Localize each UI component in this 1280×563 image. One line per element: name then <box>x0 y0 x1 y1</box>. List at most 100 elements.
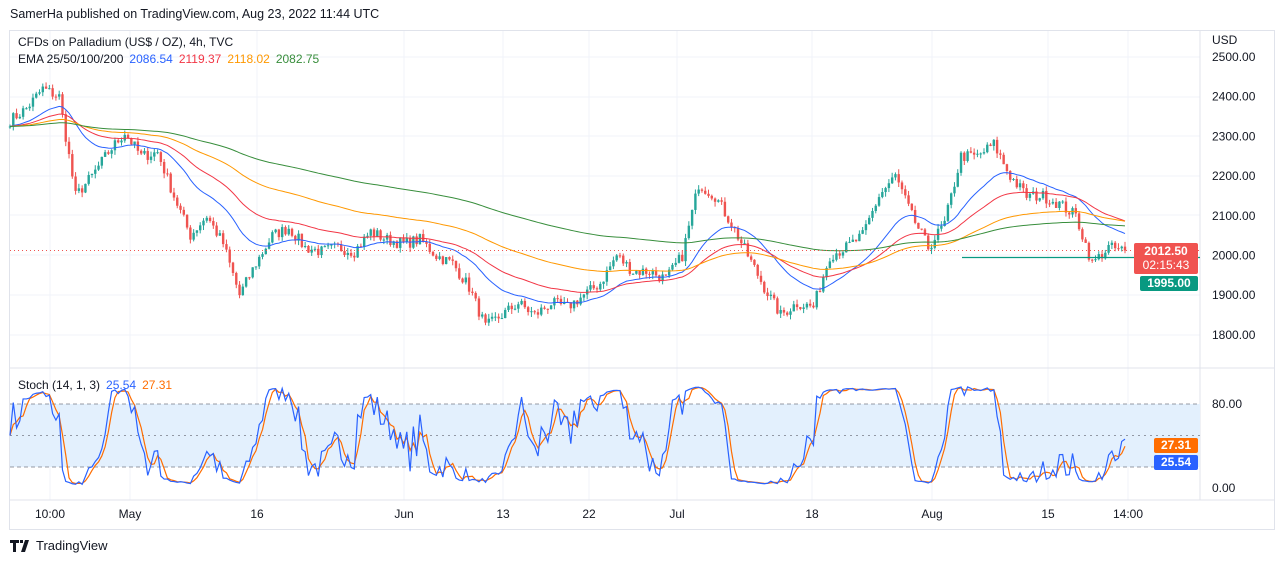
candle-down <box>622 255 625 264</box>
candle-up <box>871 210 874 218</box>
candle-down <box>340 244 343 252</box>
candle-down <box>248 277 251 279</box>
candle-up <box>986 144 989 153</box>
candle-up <box>769 294 773 297</box>
candle-down <box>169 173 172 193</box>
candle-down <box>900 182 904 190</box>
candle-up <box>362 236 366 247</box>
candle-down <box>559 298 563 304</box>
candle-down <box>166 173 169 175</box>
candle-down <box>907 195 910 204</box>
candle-down <box>389 234 392 245</box>
candle-up <box>97 165 100 170</box>
candle-down <box>117 140 120 143</box>
candle-up <box>264 248 267 255</box>
candle-down <box>277 229 281 238</box>
candle-up <box>153 152 156 157</box>
candle-down <box>1064 201 1068 213</box>
price-tick: 2300.00 <box>1212 129 1256 143</box>
candle-up <box>418 234 422 245</box>
candle-down <box>1025 188 1028 198</box>
candle-up <box>848 241 851 243</box>
chart-frame[interactable] <box>9 30 1275 530</box>
candle-up <box>366 235 369 237</box>
candle-down <box>61 94 64 115</box>
candle-down <box>471 291 474 293</box>
candle-up <box>851 239 855 242</box>
candle-up <box>84 183 87 193</box>
candle-down <box>1009 170 1012 180</box>
candle-up <box>41 86 44 93</box>
candle-up <box>87 175 90 184</box>
candle-up <box>946 204 950 221</box>
candle-up <box>540 307 543 315</box>
candle-down <box>474 292 477 299</box>
candle-up <box>674 262 677 265</box>
candle-down <box>526 307 530 313</box>
candle-up <box>38 92 41 94</box>
candle-up <box>1051 201 1055 204</box>
candle-up <box>868 217 871 225</box>
candle-down <box>136 141 140 151</box>
tradingview-logo[interactable]: TradingView <box>10 538 108 553</box>
bar-countdown: 02:15:43 <box>1142 258 1190 272</box>
candle-down <box>753 259 756 265</box>
candle-up <box>326 245 330 247</box>
candle-down <box>74 176 77 191</box>
candle-down <box>763 281 766 293</box>
time-tick: Aug <box>921 507 942 521</box>
candle-up <box>1018 183 1022 188</box>
candle-down <box>726 216 730 223</box>
candle-up <box>625 262 628 264</box>
candle-down <box>740 239 743 244</box>
candle-down <box>343 251 346 255</box>
candle-down <box>408 237 412 248</box>
candle-down <box>71 154 74 177</box>
candle-down <box>989 144 992 146</box>
candle-down <box>231 262 235 273</box>
ema-200-line <box>9 122 1126 252</box>
candle-up <box>25 108 28 110</box>
candle-up <box>612 260 615 267</box>
candle-up <box>503 309 507 319</box>
candle-up <box>392 241 395 245</box>
candle-down <box>917 222 920 229</box>
candle-down <box>756 264 759 276</box>
candle-up <box>218 233 222 236</box>
candle-up <box>805 303 809 308</box>
candle-up <box>802 307 805 309</box>
ema-legend[interactable]: EMA 25/50/100/200 2086.54 2119.37 2118.02 20… <box>18 52 325 66</box>
candle-up <box>323 246 327 248</box>
symbol-legend[interactable]: CFDs on Palladium (US$ / OZ), 4h, TVC <box>18 35 234 49</box>
candle-down <box>658 275 661 282</box>
last-price: 2012.50 <box>1144 244 1188 258</box>
candle-down <box>454 260 458 269</box>
candle-up <box>303 245 307 247</box>
stoch-legend[interactable]: Stoch (14, 1, 3) 25.54 27.31 <box>18 378 178 392</box>
time-tick: May <box>119 507 142 521</box>
ema-50-line <box>9 113 1126 293</box>
candle-up <box>261 254 264 257</box>
candle-up <box>244 277 248 287</box>
candle-up <box>490 316 494 319</box>
candle-down <box>749 256 753 260</box>
time-tick: 10:00 <box>35 507 65 521</box>
time-tick: 18 <box>805 507 819 521</box>
candle-up <box>841 252 845 256</box>
candle-down <box>510 305 513 310</box>
candle-up <box>313 248 317 250</box>
candle-down <box>317 248 320 256</box>
candle-up <box>205 217 208 221</box>
candle-up <box>599 283 602 290</box>
candle-down <box>904 189 907 196</box>
candle-up <box>651 271 654 275</box>
candle-down <box>1100 254 1104 259</box>
ema100-value: 2118.02 <box>227 52 270 66</box>
candle-down <box>484 314 487 323</box>
candle-up <box>605 270 609 282</box>
candle-down <box>107 152 110 154</box>
candle-up <box>835 253 838 260</box>
candle-up <box>831 259 835 262</box>
candle-up <box>31 97 35 107</box>
